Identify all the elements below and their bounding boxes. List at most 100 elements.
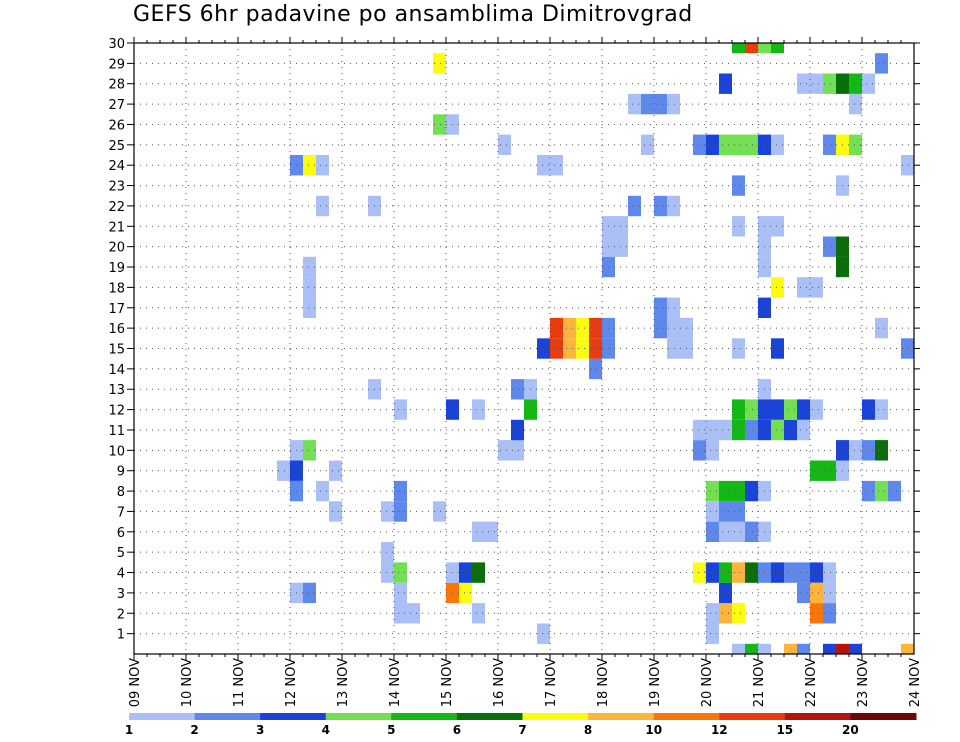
- heatmap-cell: [498, 440, 511, 461]
- y-tick-label: 11: [108, 424, 125, 439]
- x-tick-label: 16 NOV: [492, 658, 507, 707]
- heatmap-cell: [537, 338, 550, 359]
- heatmap-cell: [628, 93, 641, 115]
- legend-label: 12: [711, 723, 728, 737]
- heatmap-cell: [303, 582, 316, 604]
- legend-swatch: [588, 713, 655, 720]
- heatmap-cell: [654, 93, 667, 115]
- y-tick-label: 5: [117, 546, 125, 561]
- heatmap-cell: [732, 399, 745, 420]
- y-tick-label: 20: [108, 241, 125, 256]
- x-tick-label: 18 NOV: [596, 658, 611, 707]
- heatmap-cell: [784, 562, 797, 583]
- legend-label: 7: [518, 723, 526, 737]
- heatmap-cell: [667, 195, 680, 217]
- y-tick-label: 26: [108, 118, 125, 133]
- heatmap-cell: [394, 582, 407, 604]
- heatmap-cell: [303, 297, 316, 318]
- heatmap-cell: [719, 73, 732, 94]
- axes: 1234567891011121314151617181920212223242…: [108, 37, 923, 707]
- y-tick-label: 25: [108, 139, 125, 154]
- heatmap-cell: [693, 419, 706, 441]
- heatmap-cell: [810, 603, 823, 624]
- heatmap-cell: [407, 603, 420, 624]
- x-tick-label: 24 NOV: [908, 658, 923, 707]
- heatmap-cell: [576, 338, 589, 359]
- heatmap-cell: [745, 521, 758, 542]
- heatmap-cell: [550, 338, 563, 359]
- heatmap-cell: [511, 419, 524, 441]
- legend-label: 5: [387, 723, 395, 737]
- y-tick-label: 7: [117, 505, 125, 520]
- heatmap-cell: [498, 134, 511, 155]
- heatmap-cell: [706, 603, 719, 624]
- legend-swatch: [850, 713, 917, 720]
- heatmap-cell: [511, 379, 524, 400]
- heatmap-cell: [576, 317, 589, 339]
- heatmap-cell: [732, 562, 745, 583]
- heatmap-cell: [589, 317, 602, 339]
- legend-label: 20: [842, 723, 859, 737]
- heatmap-cell: [745, 480, 758, 502]
- heatmap-cell: [901, 643, 914, 654]
- heatmap-cell: [836, 643, 849, 654]
- heatmap-cell: [797, 399, 810, 420]
- heatmap-cell: [589, 338, 602, 359]
- x-tick-label: 13 NOV: [336, 658, 351, 707]
- heatmap-cell: [303, 277, 316, 298]
- heatmap-cell: [706, 521, 719, 542]
- y-tick-label: 19: [108, 261, 125, 276]
- heatmap-cell: [771, 562, 784, 583]
- x-tick-label: 09 NOV: [128, 658, 143, 707]
- legend-label: 15: [776, 723, 793, 737]
- heatmap-cell: [706, 562, 719, 583]
- heatmap-cell: [732, 501, 745, 522]
- heatmap-cell: [849, 93, 862, 115]
- heatmap-cell: [797, 562, 810, 583]
- y-tick-label: 30: [108, 37, 125, 52]
- heatmap-cell: [771, 399, 784, 420]
- heatmap-cell: [394, 603, 407, 624]
- heatmap-cell: [303, 155, 316, 176]
- y-tick-label: 29: [108, 57, 125, 72]
- heatmap-cell: [745, 134, 758, 155]
- heatmap-cell: [823, 73, 836, 94]
- heatmap-cell: [745, 643, 758, 654]
- x-tick-label: 12 NOV: [284, 658, 299, 707]
- heatmap-cell: [433, 53, 446, 74]
- legend-swatch: [391, 713, 458, 720]
- legend-label: 8: [584, 723, 592, 737]
- x-tick-label: 23 NOV: [856, 658, 871, 707]
- heatmap-cell: [316, 195, 329, 217]
- y-tick-label: 6: [117, 526, 125, 541]
- heatmap-cell: [563, 317, 576, 339]
- heatmap-cell: [849, 73, 862, 94]
- y-tick-label: 3: [117, 587, 125, 602]
- y-tick-label: 16: [108, 322, 125, 337]
- heatmap-cell: [303, 256, 316, 278]
- legend-label: 3: [256, 723, 264, 737]
- y-tick-label: 10: [108, 444, 125, 459]
- heatmap-cell: [394, 399, 407, 420]
- heatmap-cell: [693, 562, 706, 583]
- grid-lines: [134, 43, 914, 654]
- legend-swatch: [784, 713, 851, 720]
- y-tick-label: 18: [108, 281, 125, 296]
- legend-label: 10: [645, 723, 662, 737]
- heatmap-cell: [732, 480, 745, 502]
- chart-title: GEFS 6hr padavine po ansamblima Dimitrov…: [133, 2, 693, 27]
- heatmap-cell: [784, 643, 797, 654]
- heatmap-cell: [719, 501, 732, 522]
- heatmap-cell: [888, 480, 901, 502]
- heatmap-cell: [810, 460, 823, 481]
- heatmap-cell: [459, 562, 472, 583]
- legend-label: 4: [322, 723, 330, 737]
- heatmap-cell: [667, 338, 680, 359]
- legend-swatch: [522, 713, 589, 720]
- heatmap-cell: [381, 562, 394, 583]
- heatmap-cell: [810, 277, 823, 298]
- heatmap-cell: [875, 480, 888, 502]
- y-tick-label: 12: [108, 404, 125, 419]
- heatmap-cell: [719, 134, 732, 155]
